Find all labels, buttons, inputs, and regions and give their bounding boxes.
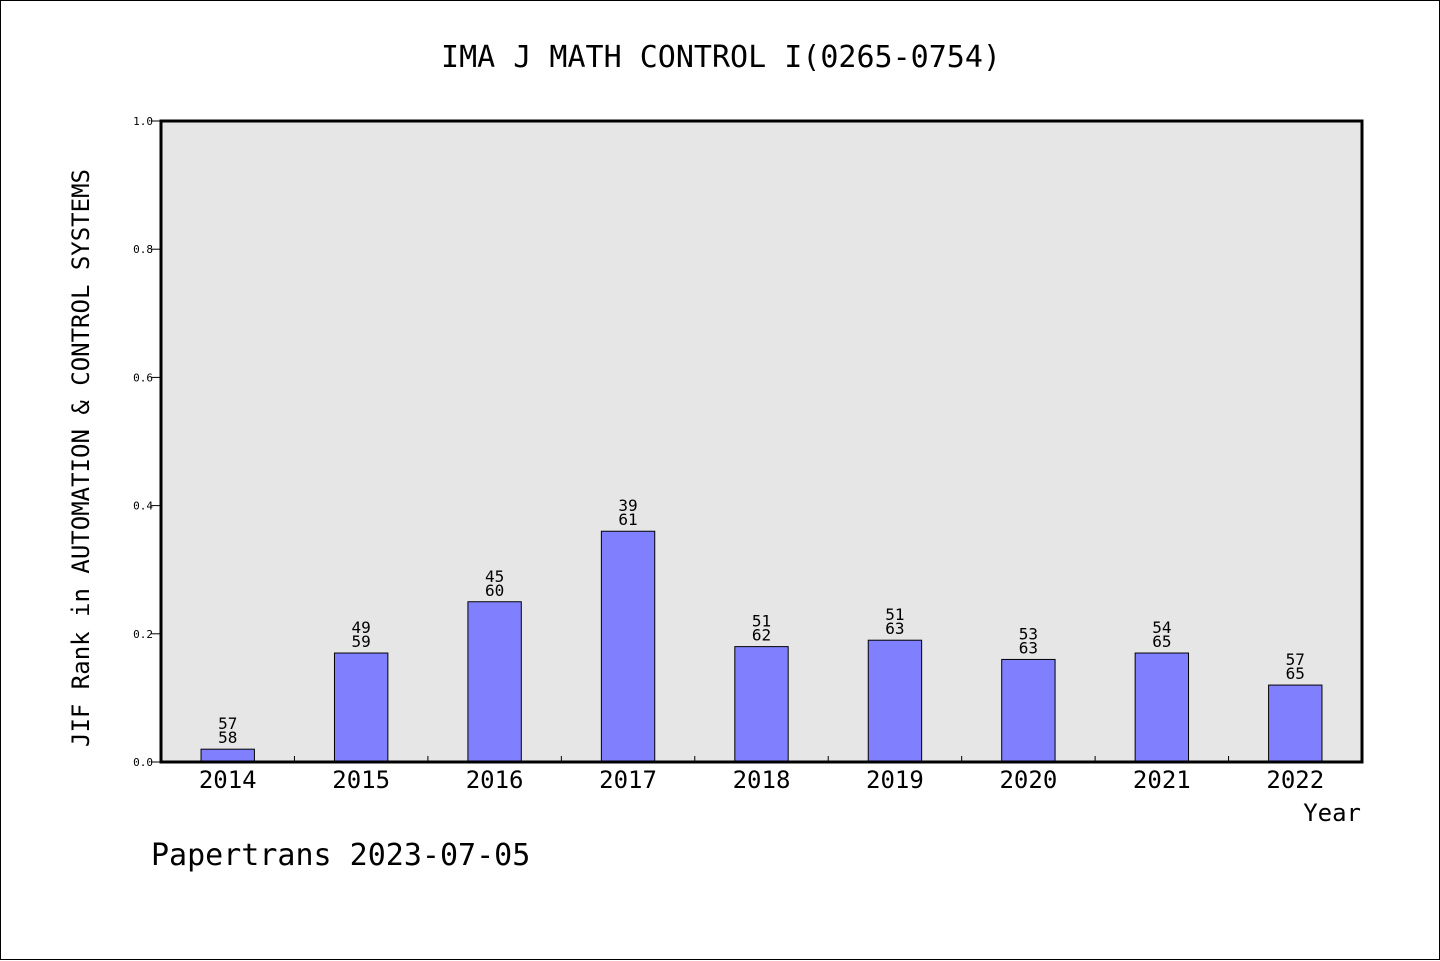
bar-label-total: 59 xyxy=(352,632,371,651)
bar-2016 xyxy=(467,601,522,763)
bar-label-total: 63 xyxy=(1019,638,1038,657)
x-tick-label: 2021 xyxy=(1133,766,1191,794)
bar-2020 xyxy=(1001,658,1056,763)
bar-2022 xyxy=(1268,684,1323,763)
x-tick-label: 2022 xyxy=(1266,766,1324,794)
bars xyxy=(200,530,1323,763)
bar-label-total: 62 xyxy=(752,626,771,645)
bar-label-rank: 57 xyxy=(1286,650,1305,669)
x-tick-label: 2017 xyxy=(599,766,657,794)
bar-label-total: 60 xyxy=(485,581,504,600)
footer-text: Papertrans 2023-07-05 xyxy=(151,838,530,873)
bar-2018 xyxy=(734,646,789,763)
x-tick-label: 2014 xyxy=(199,766,257,794)
x-tick-label: 2020 xyxy=(999,766,1057,794)
y-axis: 0.0 0.2 0.4 0.6 0.8 1.0 xyxy=(133,115,161,769)
bar-label-total: 65 xyxy=(1286,664,1305,683)
bar-2019 xyxy=(867,639,923,763)
bar-label-rank: 49 xyxy=(352,618,371,637)
x-tick-label: 2019 xyxy=(866,766,924,794)
bar-label-rank: 53 xyxy=(1019,624,1038,643)
bar-label-rank: 51 xyxy=(752,612,771,631)
x-tick-label: 2018 xyxy=(733,766,791,794)
x-tick-label: 2016 xyxy=(466,766,524,794)
bar-label-total: 65 xyxy=(1152,632,1171,651)
bar-label-rank: 51 xyxy=(885,605,904,624)
y-tick-label: 0.4 xyxy=(133,500,153,513)
bar-label-rank: 39 xyxy=(618,496,637,515)
bar-label-rank: 54 xyxy=(1152,618,1171,637)
chart-title: IMA J MATH CONTROL I(0265-0754) xyxy=(441,40,1001,75)
bar-2017 xyxy=(600,530,656,763)
bar-2014 xyxy=(200,748,255,763)
x-axis: 2014 2015 2016 2017 2018 2019 2020 2021 2022 xyxy=(199,756,1324,794)
y-tick-label: 0.0 xyxy=(133,756,153,769)
bar-label-total: 58 xyxy=(218,728,237,747)
bar-2015 xyxy=(333,652,389,763)
plot-border xyxy=(159,119,1364,764)
bar-label-total: 63 xyxy=(885,619,904,638)
bar-label-total: 61 xyxy=(618,510,637,529)
x-axis-label: Year xyxy=(1303,799,1361,827)
bar-label-rank: 45 xyxy=(485,567,504,586)
bar-2021 xyxy=(1134,652,1190,763)
y-tick-label: 0.8 xyxy=(133,243,153,256)
bar-label-rank: 57 xyxy=(218,714,237,733)
x-tick-label: 2015 xyxy=(332,766,390,794)
y-tick-label: 0.6 xyxy=(133,371,153,384)
y-tick-label: 1.0 xyxy=(133,115,153,128)
y-tick-label: 0.2 xyxy=(133,628,153,641)
y-axis-label: JIF Rank in AUTOMATION & CONTROL SYSTEMS xyxy=(67,169,95,747)
